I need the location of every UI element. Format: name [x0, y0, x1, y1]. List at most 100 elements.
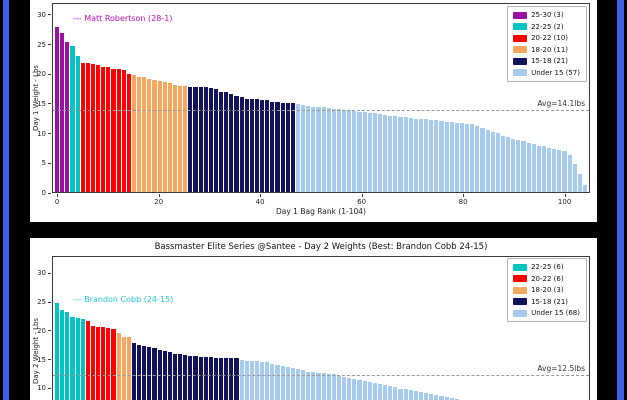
legend-item: Under 15 (68): [513, 308, 580, 318]
bar: [75, 56, 80, 192]
bar: [336, 375, 341, 400]
legend-swatch: [513, 34, 528, 42]
average-label: Avg=14.1lbs: [537, 99, 585, 109]
plot-area: Avg=14.1lbs --- Matt Robertson (28-1) 25-3…: [52, 3, 590, 193]
x-tick-mark: [260, 194, 262, 197]
legend-item: 15-18 (21): [513, 297, 580, 307]
bar: [152, 79, 157, 192]
bar: [224, 92, 229, 192]
bar: [582, 184, 587, 192]
bar: [295, 369, 300, 400]
bar: [224, 358, 229, 400]
bar: [316, 107, 321, 192]
legend-swatch: [513, 309, 528, 317]
bar: [506, 137, 511, 192]
bar: [90, 325, 95, 400]
bar: [418, 392, 423, 400]
bar: [121, 69, 126, 192]
x-axis-label: Day 1 Bag Rank (1-104): [275, 207, 366, 216]
x-tick-label: 60: [357, 198, 367, 206]
bar: [290, 368, 295, 400]
bar: [377, 384, 382, 400]
average-label: Avg=12.5lbs: [537, 364, 585, 374]
bar: [301, 370, 306, 400]
bar: [265, 362, 270, 400]
bar: [424, 119, 429, 192]
bar: [126, 73, 131, 192]
bar: [280, 102, 285, 192]
x-tick-label: 80: [458, 198, 468, 206]
bar: [347, 377, 352, 400]
bar: [306, 371, 311, 400]
bar: [157, 80, 162, 192]
y-tick-mark: [48, 103, 51, 105]
bar: [254, 99, 259, 192]
bar: [244, 360, 249, 400]
bar: [101, 66, 106, 192]
y-tick-mark: [48, 162, 51, 164]
y-tick-label: 0: [41, 189, 46, 197]
bar: [106, 67, 111, 192]
bar: [219, 357, 224, 400]
legend-item-label: Under 15 (57): [531, 68, 580, 77]
bar: [326, 373, 331, 400]
bar: [480, 127, 485, 192]
bar: [167, 82, 172, 192]
bar: [116, 333, 121, 400]
bar: [403, 389, 408, 400]
bar: [85, 63, 90, 192]
bar: [475, 126, 480, 192]
bar: [96, 65, 101, 192]
bar: [342, 376, 347, 400]
bar: [459, 123, 464, 192]
bar: [449, 398, 454, 400]
y-tick-mark: [48, 301, 51, 303]
bar: [142, 77, 147, 192]
legend-item: 22-25 (2): [513, 22, 580, 32]
bar: [208, 357, 213, 400]
bar: [172, 353, 177, 400]
bar: [490, 131, 495, 192]
bar: [388, 386, 393, 400]
bar: [203, 87, 208, 192]
right-border: [617, 0, 624, 400]
bar: [249, 98, 254, 192]
bar: [388, 115, 393, 192]
y-tick-label: 10: [37, 384, 46, 393]
bar: [521, 141, 526, 192]
y-tick-mark: [48, 387, 51, 389]
bar: [434, 394, 439, 400]
legend-item: Under 15 (57): [513, 68, 580, 78]
bar: [485, 129, 490, 192]
bar: [111, 329, 116, 400]
legend-item-label: 20-22 (10): [531, 34, 569, 42]
bar: [301, 105, 306, 192]
legend-swatch: [513, 69, 528, 76]
bar: [567, 155, 572, 192]
bar: [547, 147, 552, 192]
bar: [70, 45, 75, 192]
y-tick-label: 25: [37, 298, 46, 307]
bar: [470, 124, 475, 192]
bar: [121, 336, 126, 400]
y-tick-mark: [48, 133, 51, 135]
y-tick-label: 20: [37, 326, 46, 335]
bar: [342, 109, 347, 192]
bar: [270, 363, 275, 400]
y-tick-label: 10: [37, 129, 46, 138]
bar: [96, 326, 101, 400]
legend-item-label: 25-30 (3): [531, 11, 564, 19]
legend-item: 20-22 (6): [513, 274, 580, 284]
legend-item-label: 20-22 (6): [531, 274, 564, 283]
bar: [311, 372, 316, 400]
y-tick-mark: [48, 44, 51, 46]
bar: [137, 345, 142, 400]
bar: [367, 112, 372, 192]
bar: [429, 393, 434, 400]
bar: [331, 374, 336, 400]
bar: [65, 311, 70, 400]
bar: [213, 357, 218, 400]
bar: [372, 113, 377, 192]
bar: [183, 355, 188, 400]
legend-item-label: 22-25 (2): [531, 22, 564, 31]
